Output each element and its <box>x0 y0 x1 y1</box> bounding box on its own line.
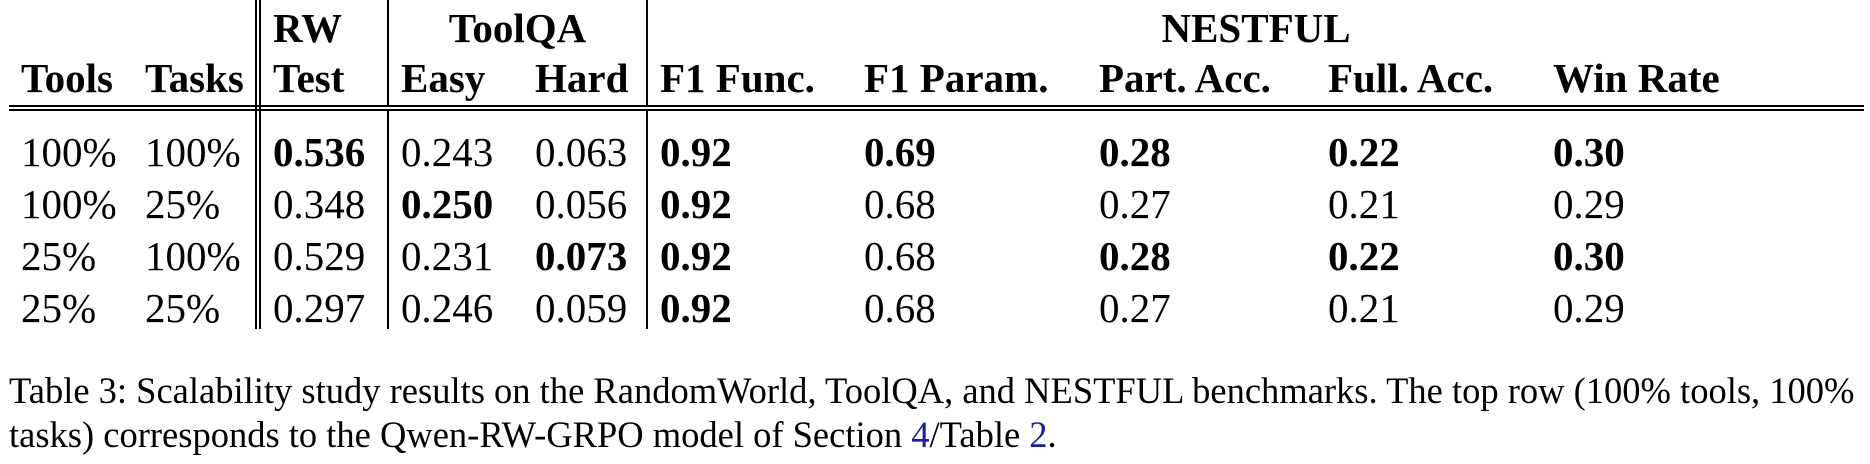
header-tools: Tools <box>9 49 133 111</box>
cell-full-acc: 0.22 <box>1328 129 1400 175</box>
cell-easy: 0.250 <box>401 181 494 227</box>
caption-text-mid: /Table <box>929 414 1030 455</box>
header-f1-func: F1 Func. <box>647 49 853 111</box>
cell-rw-test: 0.348 <box>258 173 389 225</box>
cell-part-acc: 0.27 <box>1099 181 1171 227</box>
header-full-acc: Full. Acc. <box>1316 49 1542 111</box>
cell-f1-func: 0.92 <box>660 233 732 279</box>
header-empty-tasks <box>133 0 261 49</box>
table-row: 25% 100% 0.529 0.231 0.073 0.92 0.68 0.2… <box>9 225 1864 277</box>
cell-hard: 0.073 <box>523 225 649 277</box>
cell-full-acc: 0.22 <box>1328 233 1400 279</box>
header-nestful: NESTFUL <box>1161 5 1351 51</box>
cell-tools: 25% <box>21 233 97 279</box>
header-part-acc: Part. Acc. <box>1087 49 1317 111</box>
header-rw: RW <box>258 0 389 49</box>
cell-f1-param: 0.69 <box>864 129 936 175</box>
section-reference-link[interactable]: 4 <box>911 414 930 455</box>
table-row: 100% 25% 0.348 0.250 0.056 0.92 0.68 0.2… <box>9 173 1864 225</box>
header-row-columns: Tools Tasks Test Easy Hard F1 Func. F1 P… <box>9 49 1865 111</box>
cell-win-rate: 0.30 <box>1553 233 1625 279</box>
cell-part-acc: 0.27 <box>1099 285 1171 331</box>
cell-f1-param: 0.68 <box>864 181 936 227</box>
header-hard: Hard <box>523 49 649 111</box>
cell-part-acc: 0.28 <box>1099 233 1171 279</box>
cell-tools: 100% <box>21 129 117 175</box>
caption-text: Table 3: Scalability study results on th… <box>9 370 1855 455</box>
cell-part-acc: 0.28 <box>1099 129 1171 175</box>
table-reference-link[interactable]: 2 <box>1029 414 1048 455</box>
cell-f1-func: 0.92 <box>660 285 732 331</box>
header-f1-param: F1 Param. <box>852 49 1088 111</box>
cell-full-acc: 0.21 <box>1328 285 1400 331</box>
cell-rw-test: 0.297 <box>258 277 389 329</box>
cell-easy: 0.246 <box>401 285 494 331</box>
cell-hard: 0.056 <box>523 173 649 225</box>
header-rw-test: Test <box>258 49 389 111</box>
cell-easy: 0.243 <box>401 129 494 175</box>
cell-tasks: 100% <box>133 225 261 277</box>
cell-win-rate: 0.29 <box>1553 181 1625 227</box>
table-row: 100% 100% 0.536 0.243 0.063 0.92 0.69 0.… <box>9 108 1864 173</box>
cell-win-rate: 0.30 <box>1553 129 1625 175</box>
cell-rw-test: 0.529 <box>258 225 389 277</box>
table-caption: Table 3: Scalability study results on th… <box>9 369 1869 457</box>
results-table: RW ToolQA NESTFUL Tools Tasks Test Easy … <box>9 0 1865 329</box>
cell-tools: 100% <box>21 181 117 227</box>
cell-full-acc: 0.21 <box>1328 181 1400 227</box>
table-body: 100% 100% 0.536 0.243 0.063 0.92 0.69 0.… <box>9 108 1864 329</box>
caption-text-end: . <box>1047 414 1057 455</box>
cell-win-rate: 0.29 <box>1553 285 1625 331</box>
cell-f1-func: 0.92 <box>660 129 732 175</box>
header-row-groups: RW ToolQA NESTFUL <box>9 0 1864 49</box>
cell-easy: 0.231 <box>401 233 494 279</box>
header-win-rate: Win Rate <box>1541 49 1865 111</box>
cell-tasks: 100% <box>133 108 261 173</box>
header-easy: Easy <box>388 49 523 111</box>
cell-tasks: 25% <box>133 277 261 329</box>
cell-f1-func: 0.92 <box>660 181 732 227</box>
results-table-container: RW ToolQA NESTFUL Tools Tasks Test Easy … <box>9 0 1865 329</box>
cell-tools: 25% <box>21 285 97 331</box>
header-tasks: Tasks <box>133 49 261 111</box>
table-row: 25% 25% 0.297 0.246 0.059 0.92 0.68 0.27… <box>9 277 1864 329</box>
cell-rw-test: 0.536 <box>258 108 389 173</box>
cell-f1-param: 0.68 <box>864 233 936 279</box>
header-empty-tools <box>9 0 133 49</box>
cell-f1-param: 0.68 <box>864 285 936 331</box>
cell-tasks: 25% <box>133 173 261 225</box>
cell-hard: 0.063 <box>523 108 649 173</box>
header-toolqa: ToolQA <box>388 0 649 49</box>
cell-hard: 0.059 <box>523 277 649 329</box>
